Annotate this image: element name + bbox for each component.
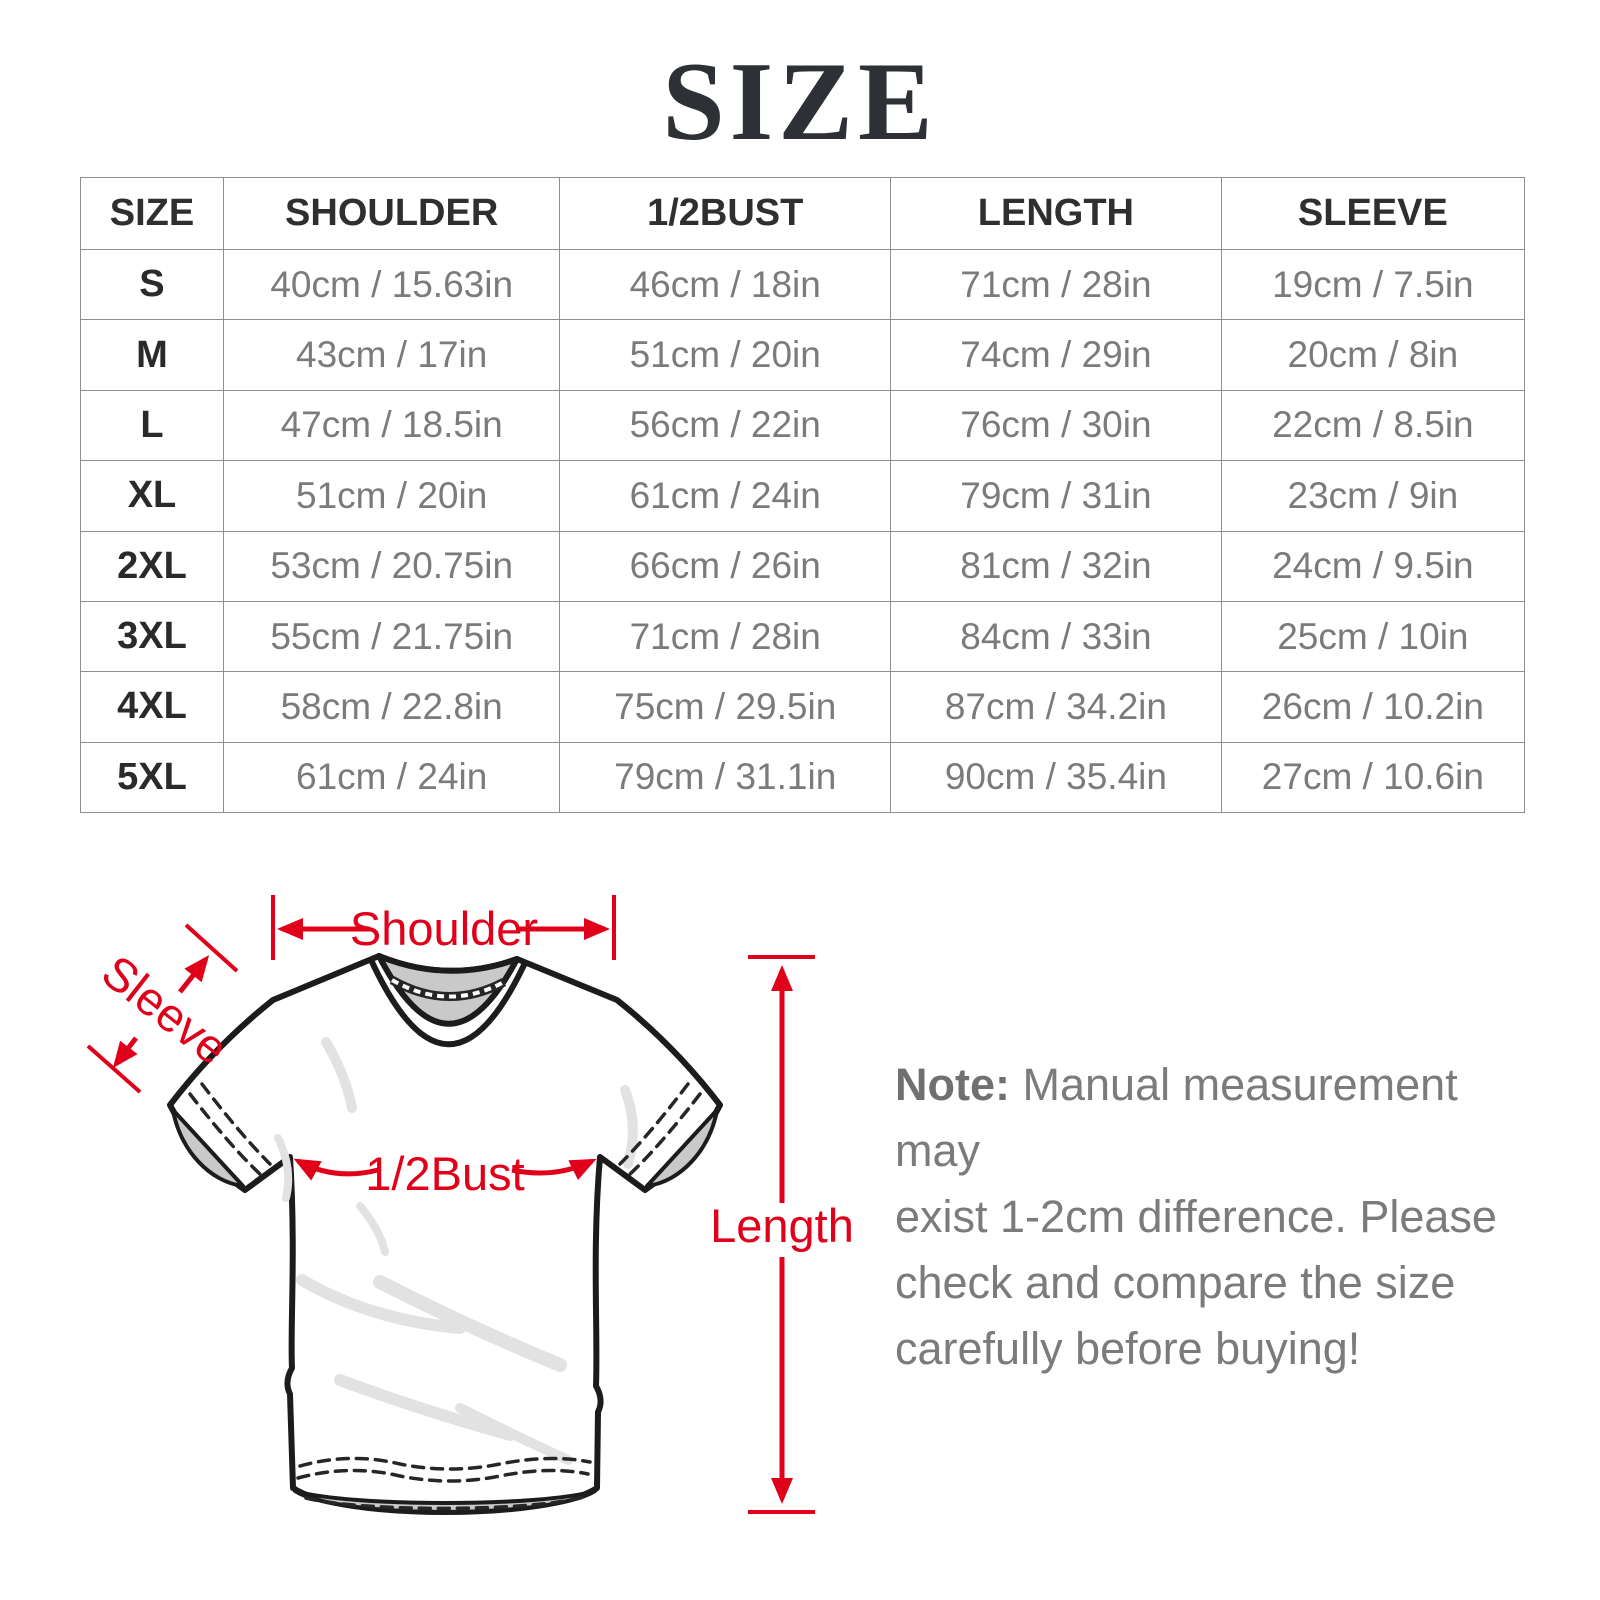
bust-label: 1/2Bust xyxy=(365,1147,524,1200)
collar xyxy=(369,953,527,1048)
tshirt-graphic xyxy=(167,953,723,1515)
table-row: M 43cm / 17in 51cm / 20in 74cm / 29in 20… xyxy=(80,319,1526,391)
size-cell: S xyxy=(80,248,224,321)
header-cell-length: LENGTH xyxy=(890,177,1222,250)
header-cell-bust: 1/2BUST xyxy=(559,177,892,250)
measurement-note: Note: Manual measurement may exist 1-2cm… xyxy=(895,1052,1535,1382)
measurement-cell: 43cm / 17in xyxy=(222,319,561,391)
table-row: 5XL 61cm / 24in 79cm / 31.1in 90cm / 35.… xyxy=(80,741,1526,814)
table-row: XL 51cm / 20in 61cm / 24in 79cm / 31in 2… xyxy=(80,460,1526,532)
tshirt-diagram-svg: Shoulder Sleeve 1/2Bust xyxy=(86,895,854,1515)
measurement-cell: 53cm / 20.75in xyxy=(222,530,561,602)
measurement-cell: 75cm / 29.5in xyxy=(559,671,892,743)
note-line-3: check and compare the size xyxy=(895,1257,1456,1308)
measurement-cell: 61cm / 24in xyxy=(559,460,892,532)
note-line-4: carefully before buying! xyxy=(895,1323,1361,1374)
size-cell: 4XL xyxy=(80,671,224,743)
measurement-cell: 20cm / 8in xyxy=(1220,319,1526,391)
length-measure-arrow: Length xyxy=(710,955,854,1514)
measurement-cell: 81cm / 32in xyxy=(890,530,1222,602)
measurement-cell: 66cm / 26in xyxy=(559,530,892,602)
measurement-cell: 22cm / 8.5in xyxy=(1220,389,1526,462)
table-row: S 40cm / 15.63in 46cm / 18in 71cm / 28in… xyxy=(80,248,1526,321)
collar-tape-stitch xyxy=(391,978,505,999)
measurement-cell: 61cm / 24in xyxy=(222,741,561,814)
note-label: Note: xyxy=(895,1059,1010,1110)
measurement-cell: 71cm / 28in xyxy=(890,248,1222,321)
size-cell: M xyxy=(80,319,224,391)
measurement-cell: 25cm / 10in xyxy=(1220,600,1526,673)
table-row: 4XL 58cm / 22.8in 75cm / 29.5in 87cm / 3… xyxy=(80,671,1526,743)
measurement-cell: 84cm / 33in xyxy=(890,600,1222,673)
size-cell: 3XL xyxy=(80,600,224,673)
measurement-cell: 24cm / 9.5in xyxy=(1220,530,1526,602)
size-cell: L xyxy=(80,389,224,462)
note-line-1: Manual measurement may xyxy=(895,1059,1458,1176)
table-row: 3XL 55cm / 21.75in 71cm / 28in 84cm / 33… xyxy=(80,600,1526,673)
right-cuff xyxy=(618,1082,719,1188)
header-cell-shoulder: SHOULDER xyxy=(222,177,561,250)
measurement-cell: 55cm / 21.75in xyxy=(222,600,561,673)
tshirt-outline xyxy=(167,953,723,1515)
header-cell-sleeve: SLEEVE xyxy=(1220,177,1526,250)
size-cell: 5XL xyxy=(80,741,224,814)
measurement-cell: 51cm / 20in xyxy=(559,319,892,391)
size-cell: XL xyxy=(80,460,224,532)
measurement-cell: 71cm / 28in xyxy=(559,600,892,673)
measurement-cell: 51cm / 20in xyxy=(222,460,561,532)
table-row: 2XL 53cm / 20.75in 66cm / 26in 81cm / 32… xyxy=(80,530,1526,602)
bust-measure-arrow: 1/2Bust xyxy=(293,1147,597,1200)
length-label: Length xyxy=(710,1199,854,1252)
sleeve-label: Sleeve xyxy=(92,944,238,1074)
measurement-cell: 74cm / 29in xyxy=(890,319,1222,391)
fabric-wrinkles xyxy=(274,1037,638,1465)
tshirt-measurement-diagram: Shoulder Sleeve 1/2Bust xyxy=(40,850,940,1590)
table-header-row: SIZE SHOULDER 1/2BUST LENGTH SLEEVE xyxy=(80,177,1526,250)
page-title: SIZE xyxy=(662,40,938,164)
measurement-cell: 90cm / 35.4in xyxy=(890,741,1222,814)
size-table: SIZE SHOULDER 1/2BUST LENGTH SLEEVE S 40… xyxy=(80,177,1526,814)
shoulder-label: Shoulder xyxy=(350,902,538,955)
size-cell: 2XL xyxy=(80,530,224,602)
measurement-cell: 58cm / 22.8in xyxy=(222,671,561,743)
measurement-cell: 19cm / 7.5in xyxy=(1220,248,1526,321)
shoulder-measure-arrow: Shoulder xyxy=(271,895,616,960)
measurement-cell: 56cm / 22in xyxy=(559,389,892,462)
measurement-cell: 26cm / 10.2in xyxy=(1220,671,1526,743)
measurement-cell: 27cm / 10.6in xyxy=(1220,741,1526,814)
measurement-cell: 79cm / 31in xyxy=(890,460,1222,532)
header-cell-size: SIZE xyxy=(80,177,224,250)
note-line-2: exist 1-2cm difference. Please xyxy=(895,1191,1497,1242)
table-row: L 47cm / 18.5in 56cm / 22in 76cm / 30in … xyxy=(80,389,1526,462)
measurement-cell: 46cm / 18in xyxy=(559,248,892,321)
measurement-cell: 76cm / 30in xyxy=(890,389,1222,462)
measurement-cell: 40cm / 15.63in xyxy=(222,248,561,321)
measurement-cell: 79cm / 31.1in xyxy=(559,741,892,814)
measurement-cell: 87cm / 34.2in xyxy=(890,671,1222,743)
measurement-cell: 23cm / 9in xyxy=(1220,460,1526,532)
measurement-cell: 47cm / 18.5in xyxy=(222,389,561,462)
left-cuff xyxy=(171,1082,272,1188)
bottom-hem xyxy=(293,1456,597,1514)
